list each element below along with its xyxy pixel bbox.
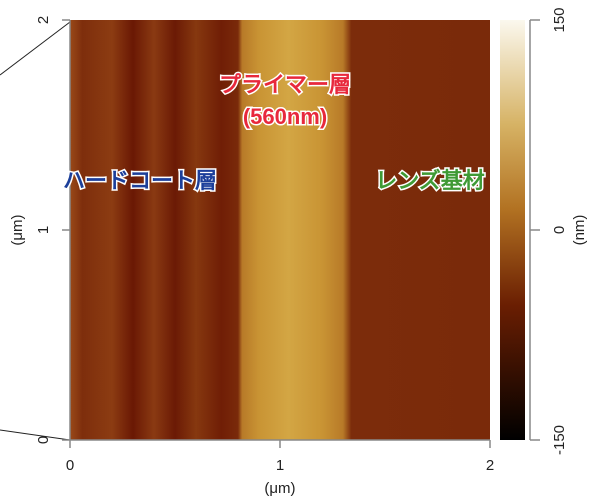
- annotation: レンズ基材: [375, 168, 485, 193]
- colorbar-tick-label: 150: [551, 7, 568, 32]
- annotation: ハードコート層: [63, 168, 217, 193]
- colorbar: [500, 20, 525, 440]
- x-axis-label: (μm): [264, 480, 295, 497]
- y-tick-label: 1: [35, 226, 52, 234]
- x-tick-label: 1: [276, 457, 284, 474]
- x-tick-label: 0: [66, 457, 74, 474]
- afm-image: [70, 20, 490, 440]
- colorbar-tick-label: 0: [551, 226, 568, 234]
- y-tick-label: 0: [35, 436, 52, 444]
- annotation: (560nm): [243, 104, 327, 129]
- annotation: プライマー層: [219, 72, 351, 97]
- y-axis-label: (μm): [9, 214, 26, 245]
- colorbar-tick-label: -150: [551, 425, 568, 455]
- y-tick-label: 2: [35, 16, 52, 24]
- zoom-line: [0, 21, 71, 76]
- colorbar-label: (nm): [571, 215, 588, 246]
- zoom-line: [0, 429, 71, 441]
- x-tick-label: 2: [486, 457, 494, 474]
